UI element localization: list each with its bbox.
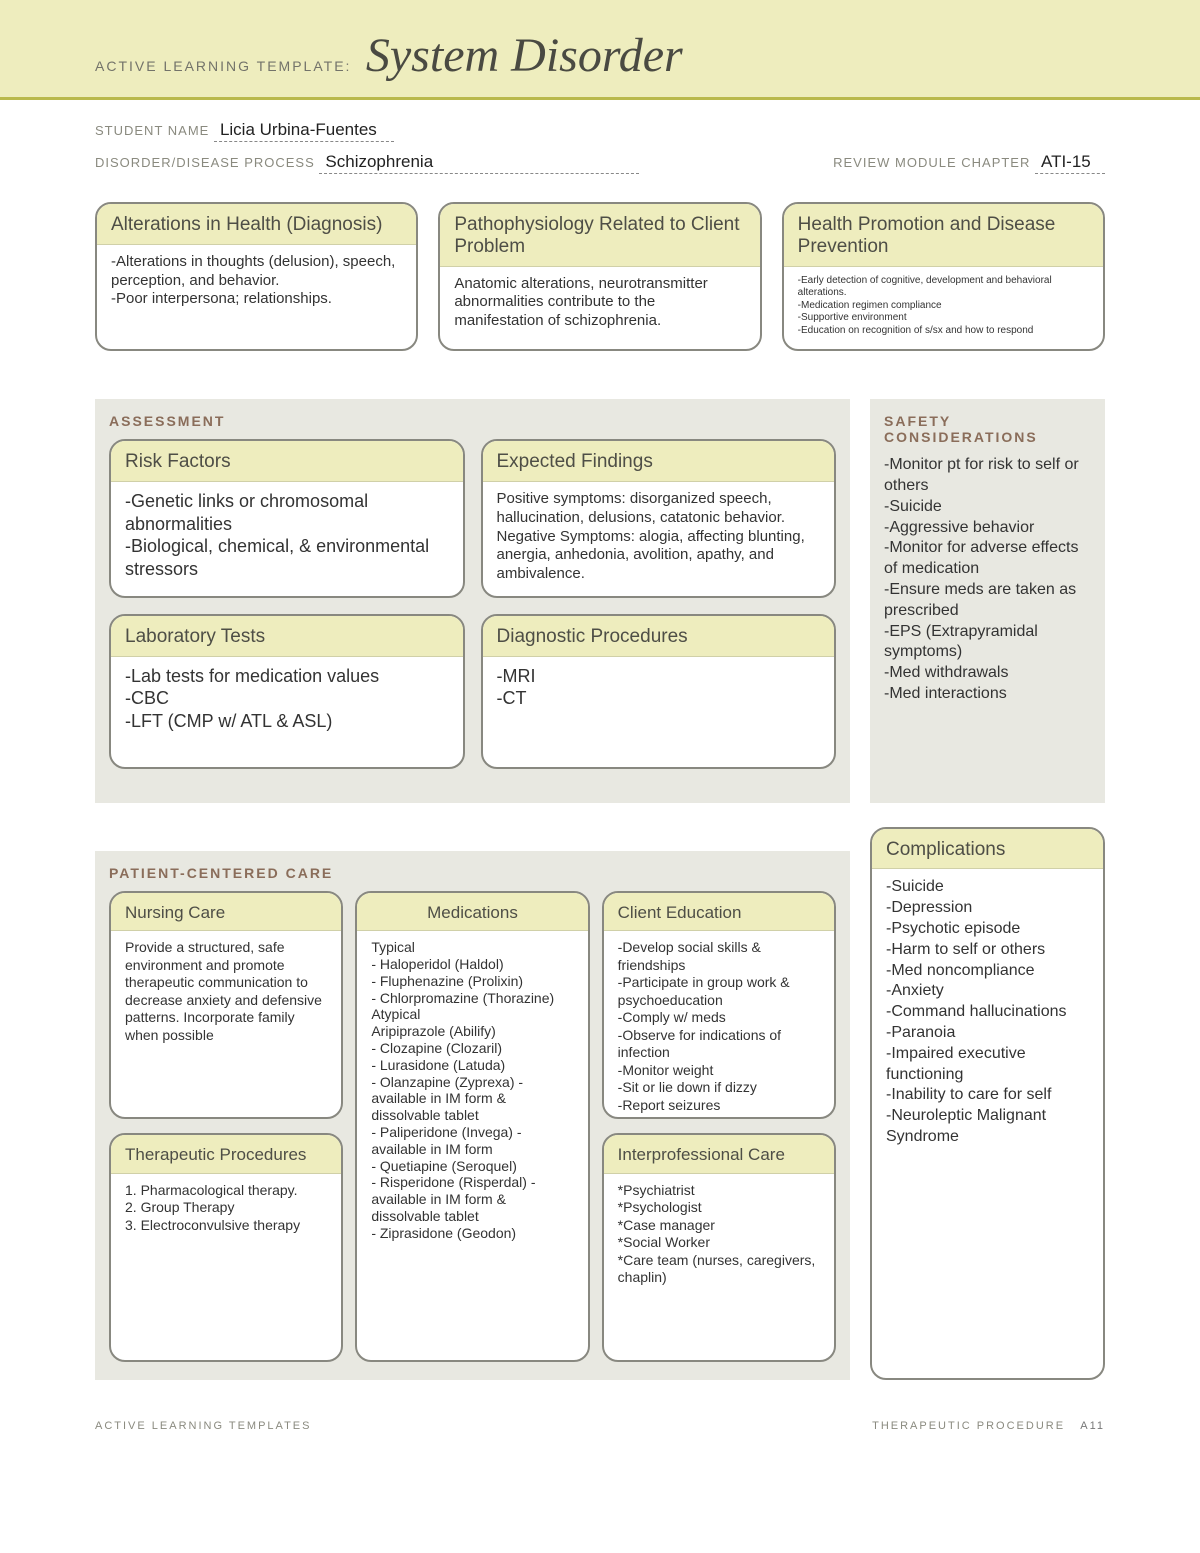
chapter-value: ATI-15: [1035, 152, 1105, 174]
safety-body: -Monitor pt for risk to self or others -…: [884, 455, 1091, 705]
promo-body: -Early detection of cognitive, developme…: [784, 267, 1103, 350]
diag-box: Diagnostic Procedures -MRI -CT: [481, 614, 837, 769]
findings-body: Positive symptoms: disorganized speech, …: [483, 482, 835, 596]
promo-box: Health Promotion and Disease Prevention …: [782, 202, 1105, 351]
safety-section: SAFETY CONSIDERATIONS -Monitor pt for ri…: [870, 399, 1105, 802]
nursing-box: Nursing Care Provide a structured, safe …: [109, 891, 343, 1120]
care-complications-row: PATIENT-CENTERED CARE Nursing Care Provi…: [95, 827, 1105, 1381]
alterations-body: -Alterations in thoughts (delusion), spe…: [97, 245, 416, 321]
assessment-title: ASSESSMENT: [109, 413, 836, 429]
chapter-label: REVIEW MODULE CHAPTER: [833, 155, 1030, 170]
interprof-body: *Psychiatrist *Psychologist *Case manage…: [604, 1174, 834, 1299]
patho-body: Anatomic alterations, neurotransmitter a…: [440, 267, 759, 343]
content-area: STUDENT NAME Licia Urbina-Fuentes DISORD…: [0, 100, 1200, 1380]
therapeutic-title: Therapeutic Procedures: [111, 1135, 341, 1174]
assessment-section: ASSESSMENT Risk Factors -Genetic links o…: [95, 399, 850, 802]
medications-body: Typical - Haloperidol (Haldol) - Fluphen…: [357, 931, 587, 1253]
student-row: STUDENT NAME Licia Urbina-Fuentes: [95, 120, 1105, 142]
page-footer: ACTIVE LEARNING TEMPLATES THERAPEUTIC PR…: [0, 1380, 1200, 1442]
therapeutic-box: Therapeutic Procedures 1. Pharmacologica…: [109, 1133, 343, 1362]
diag-title: Diagnostic Procedures: [483, 616, 835, 657]
care-title: PATIENT-CENTERED CARE: [109, 865, 836, 881]
diag-body: -MRI -CT: [483, 657, 835, 767]
risk-title: Risk Factors: [111, 441, 463, 482]
education-title: Client Education: [604, 893, 834, 932]
interprof-title: Interprofessional Care: [604, 1135, 834, 1174]
disorder-row: DISORDER/DISEASE PROCESS Schizophrenia R…: [95, 152, 1105, 174]
alterations-box: Alterations in Health (Diagnosis) -Alter…: [95, 202, 418, 351]
complications-title: Complications: [872, 829, 1103, 870]
labs-body: -Lab tests for medication values -CBC -L…: [111, 657, 463, 767]
risk-body: -Genetic links or chromosomal abnormalit…: [111, 482, 463, 592]
template-label: ACTIVE LEARNING TEMPLATE:: [95, 58, 351, 74]
complications-box: Complications -Suicide -Depression -Psyc…: [870, 827, 1105, 1381]
safety-title: SAFETY CONSIDERATIONS: [884, 413, 1091, 445]
header-banner: ACTIVE LEARNING TEMPLATE: System Disorde…: [0, 0, 1200, 100]
student-value: Licia Urbina-Fuentes: [214, 120, 394, 142]
patho-box: Pathophysiology Related to Client Proble…: [438, 202, 761, 351]
labs-title: Laboratory Tests: [111, 616, 463, 657]
medications-title: Medications: [357, 893, 587, 932]
footer-right-label: THERAPEUTIC PROCEDURE: [872, 1420, 1065, 1432]
page: ACTIVE LEARNING TEMPLATE: System Disorde…: [0, 0, 1200, 1472]
student-label: STUDENT NAME: [95, 123, 209, 138]
alterations-title: Alterations in Health (Diagnosis): [97, 204, 416, 245]
care-section: PATIENT-CENTERED CARE Nursing Care Provi…: [95, 851, 850, 1381]
footer-code: A11: [1080, 1420, 1105, 1432]
medications-box: Medications Typical - Haloperidol (Haldo…: [355, 891, 589, 1363]
risk-box: Risk Factors -Genetic links or chromosom…: [109, 439, 465, 598]
top-box-row: Alterations in Health (Diagnosis) -Alter…: [95, 202, 1105, 351]
nursing-body: Provide a structured, safe environment a…: [111, 931, 341, 1056]
assessment-safety-row: ASSESSMENT Risk Factors -Genetic links o…: [95, 375, 1105, 802]
page-title: System Disorder: [366, 28, 683, 83]
interprof-box: Interprofessional Care *Psychiatrist *Ps…: [602, 1133, 836, 1362]
labs-box: Laboratory Tests -Lab tests for medicati…: [109, 614, 465, 769]
findings-title: Expected Findings: [483, 441, 835, 482]
disorder-value: Schizophrenia: [319, 152, 639, 174]
education-box: Client Education -Develop social skills …: [602, 891, 836, 1120]
complications-col: Complications -Suicide -Depression -Psyc…: [870, 827, 1105, 1381]
complications-body: -Suicide -Depression -Psychotic episode …: [872, 869, 1103, 1159]
footer-left: ACTIVE LEARNING TEMPLATES: [95, 1420, 311, 1432]
disorder-label: DISORDER/DISEASE PROCESS: [95, 155, 315, 170]
education-body: -Develop social skills & friendships -Pa…: [604, 931, 834, 1119]
nursing-title: Nursing Care: [111, 893, 341, 932]
findings-box: Expected Findings Positive symptoms: dis…: [481, 439, 837, 598]
patho-title: Pathophysiology Related to Client Proble…: [440, 204, 759, 267]
therapeutic-body: 1. Pharmacological therapy. 2. Group The…: [111, 1174, 341, 1274]
promo-title: Health Promotion and Disease Prevention: [784, 204, 1103, 267]
